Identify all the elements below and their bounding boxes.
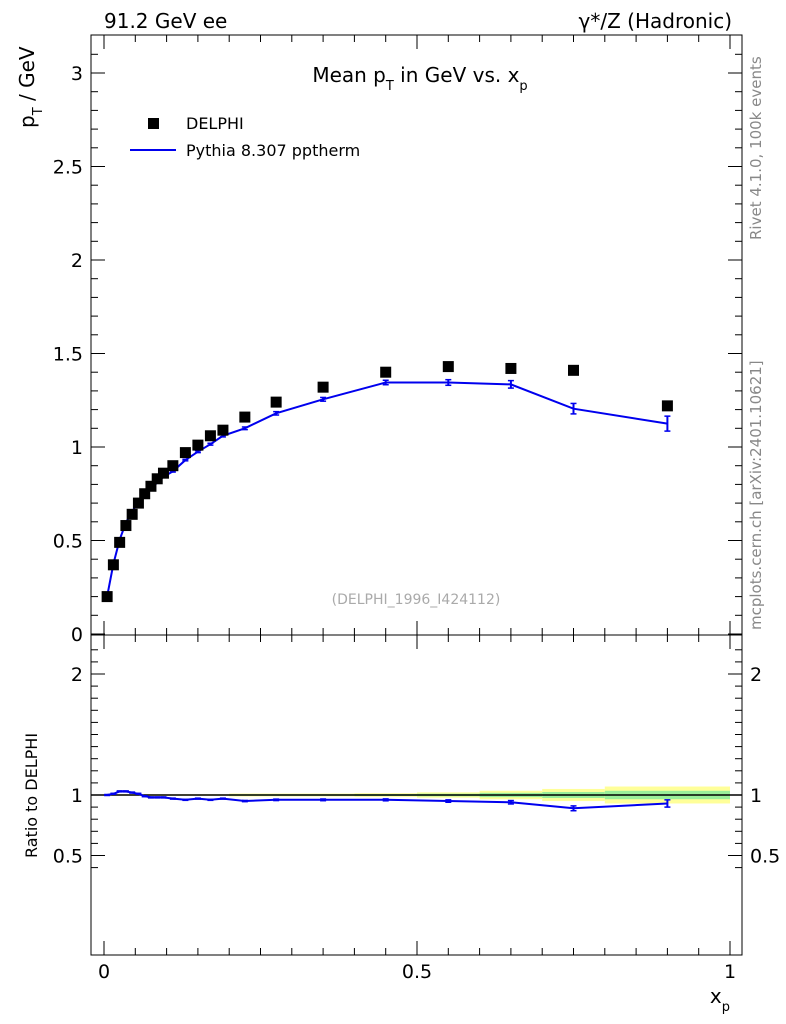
ratio-y-tick-label: 1 [71,785,83,807]
legend: DELPHI Pythia 8.307 pptherm [130,114,360,160]
x-label-main: x [710,984,722,1008]
main-y-tick-label: 0 [71,624,83,646]
header-left-label: 91.2 GeV ee [104,9,227,33]
delphi-data-point [204,430,216,442]
y-label-rest: / GeV [15,46,39,107]
x-tick-label: 0 [98,961,110,983]
main-y-tick-label: 1 [71,437,83,459]
main-title-part-a: Mean p [312,63,386,87]
ratio-panel-frame [90,634,743,956]
main-y-tick-label: 2.5 [53,157,83,179]
main-title: Mean pT in GeV vs. xp [312,63,527,94]
main-y-tick-label: 2 [71,250,83,272]
delphi-data-point [317,381,329,393]
ratio-y-tick-label-right: 1 [750,785,762,807]
ratio-x-axis-label: xp [710,984,730,1015]
x-tick-label: 0.5 [402,961,432,983]
ratio-y-tick-label-right: 0.5 [750,846,780,868]
delphi-data-point [114,536,126,548]
main-y-tick-label: 1.5 [53,344,83,366]
y-label-main: p [15,115,39,128]
main-title-part-b: in GeV vs. x [394,63,520,87]
delphi-data-point [132,497,144,509]
delphi-data-point [151,473,163,485]
ratio-y-axis-label: Ratio to DELPHI [22,733,41,858]
delphi-data-point [179,447,191,459]
delphi-data-point [157,467,169,479]
x-tick-label: 1 [724,961,736,983]
main-y-tick-label: 0.5 [53,531,83,553]
delphi-data-point [126,508,138,520]
header-right-label: γ*/Z (Hadronic) [579,9,732,33]
delphi-data-point [380,366,392,378]
delphi-data-point [239,411,251,423]
delphi-data-point [568,364,579,376]
x-label-sub: p [722,1000,730,1015]
delphi-data-point [192,439,204,451]
delphi-data-point [270,396,282,408]
delphi-data-point [167,460,179,472]
delphi-data-point [101,591,113,603]
main-panel: Mean pT in GeV vs. xp pT / GeV (DELPHI_1… [15,34,743,646]
mcplots-source-label: mcplots.cern.ch [arXiv:2401.10621] [747,360,765,630]
delphi-data-point [139,488,151,500]
main-title-subscript-p: p [519,79,527,94]
pythia-curve [106,381,668,597]
legend-delphi-label: DELPHI [186,114,244,133]
ratio-y-tick-label: 2 [71,664,83,686]
ratio-y-tick-label-right: 2 [750,664,762,686]
delphi-data-point [145,480,157,492]
legend-pythia-label: Pythia 8.307 pptherm [186,141,360,160]
delphi-data-point [217,424,229,436]
delphi-data-point [661,400,673,412]
main-y-tick-label: 3 [71,63,83,85]
y-label-sub: T [31,107,46,116]
delphi-data-point [120,520,132,532]
main-title-subscript-t: T [385,79,394,94]
rivet-version-label: Rivet 4.1.0, 100k events [747,56,765,240]
delphi-data-point [442,361,454,373]
legend-delphi-marker [148,118,159,129]
delphi-data-point [505,362,517,374]
main-y-axis-label: pT / GeV [15,46,46,128]
delphi-data-point [107,559,119,571]
ratio-panel: 0.5 0.5 1 1 2 2 0 0.5 1 Ratio to DELPHI xp [22,634,780,1015]
analysis-watermark: (DELPHI_1996_I424112) [332,592,501,608]
ratio-y-tick-label: 0.5 [53,846,83,868]
